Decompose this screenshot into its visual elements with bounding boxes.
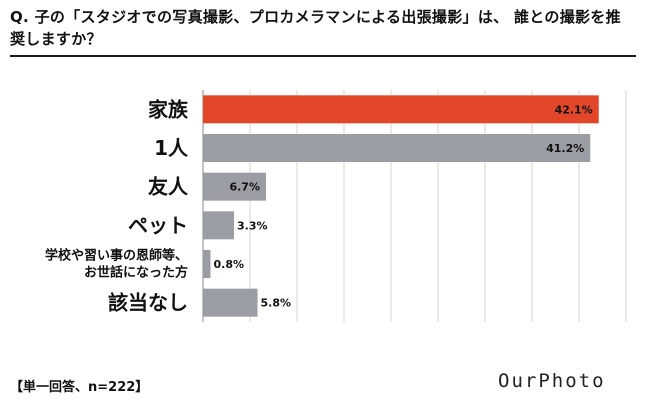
category-label-1: 1人: [154, 136, 189, 160]
bar-0: [203, 95, 599, 124]
value-label-0: 42.1%: [555, 103, 593, 116]
bar-5: [203, 288, 258, 317]
category-label-4-line-0: 学校や習い事の恩師等、: [45, 248, 188, 264]
category-label-3: ペット: [128, 213, 188, 237]
ourphoto-logo: OurPhoto: [498, 370, 606, 392]
value-label-3: 3.3%: [237, 219, 268, 232]
category-label-2: 友人: [148, 175, 189, 199]
category-label-4-line-1: お世話になった方: [84, 265, 188, 281]
value-label-4: 0.8%: [214, 258, 245, 271]
bar-3: [203, 211, 235, 240]
value-label-2: 6.7%: [229, 181, 260, 194]
bar-1: [203, 134, 591, 162]
bar-2: [203, 172, 266, 201]
sample-note: 【単一回答、n=222】: [10, 380, 149, 395]
value-label-1: 41.2%: [546, 142, 584, 155]
question-title: Q. 子の「スタジオでの写真撮影、プロカメラマンによる出張撮影」は、 誰との撮影…: [10, 8, 621, 48]
title-divider: [10, 55, 636, 57]
bar-4: [203, 250, 211, 278]
category-label-5: 該当なし: [108, 291, 188, 315]
category-label-0: 家族: [148, 97, 189, 121]
value-label-5: 5.8%: [261, 297, 292, 310]
